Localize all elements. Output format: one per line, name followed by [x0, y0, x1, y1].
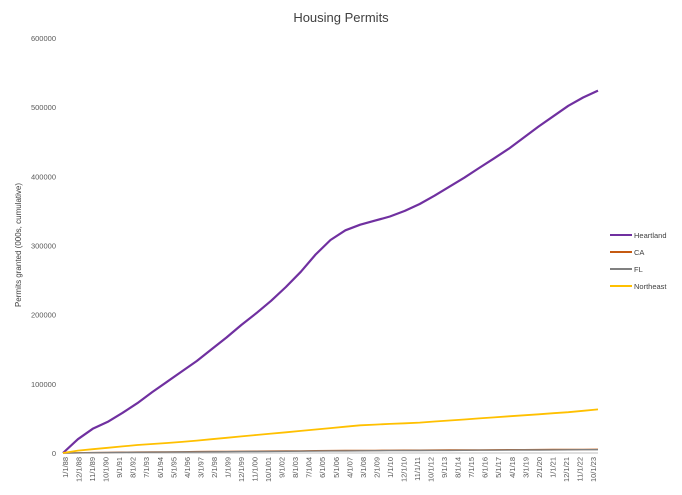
- series-line-northeast: [62, 408, 599, 454]
- legend-label-ca: CA: [634, 248, 644, 257]
- x-tick-label: 11/1/11: [413, 457, 422, 481]
- x-tick-label: 5/1/95: [169, 457, 178, 478]
- x-tick-label: 1/1/88: [61, 457, 70, 478]
- y-tick-label: 400000: [31, 172, 56, 181]
- x-tick-label: 12/1/88: [75, 457, 84, 482]
- x-tick-label: 12/1/21: [562, 457, 571, 482]
- y-tick-label: 300000: [31, 242, 56, 251]
- x-tick-label: 6/1/05: [318, 457, 327, 478]
- x-tick-label: 8/1/92: [129, 457, 138, 478]
- x-tick-label: 3/1/97: [196, 457, 205, 478]
- x-tick-label: 5/1/17: [494, 457, 503, 478]
- x-tick-label: 10/1/12: [427, 457, 436, 482]
- x-tick-label: 9/1/91: [115, 457, 124, 478]
- x-tick-label: 4/1/96: [183, 457, 192, 478]
- y-axis-ticks: 0 100000 200000 300000 400000 500000 600000: [31, 34, 56, 458]
- x-tick-label: 4/1/18: [508, 457, 517, 478]
- x-tick-label: 4/1/07: [345, 457, 354, 478]
- x-tick-label: 11/1/00: [251, 457, 260, 481]
- series-line-fl: [62, 449, 598, 454]
- x-tick-label: 8/1/14: [454, 457, 463, 478]
- x-tick-label: 8/1/03: [291, 457, 300, 478]
- y-tick-label: 600000: [31, 34, 56, 43]
- legend-label-fl: FL: [634, 265, 643, 274]
- chart-title: Housing Permits: [293, 10, 389, 25]
- x-tick-label: 10/1/90: [102, 457, 111, 482]
- x-tick-label: 1/1/99: [223, 457, 232, 478]
- series-lines: [62, 89, 599, 454]
- y-tick-label: 200000: [31, 311, 56, 320]
- y-tick-label: 500000: [31, 103, 56, 112]
- y-axis-label: Permits granted (000s, cumulative): [14, 183, 23, 307]
- x-tick-label: 9/1/02: [278, 457, 287, 478]
- y-tick-label: 0: [52, 449, 56, 458]
- x-axis-ticks: 1/1/88 12/1/88 11/1/89 10/1/90 9/1/91 8/1/92 7…: [61, 457, 598, 482]
- x-tick-label: 2/1/98: [210, 457, 219, 478]
- x-tick-label: 11/1/22: [575, 457, 584, 481]
- series-line-heartland: [62, 89, 599, 454]
- x-tick-label: 2/1/09: [372, 457, 381, 478]
- x-tick-label: 11/1/89: [88, 457, 97, 481]
- x-tick-label: 7/1/04: [305, 457, 314, 478]
- x-tick-label: 2/1/20: [535, 457, 544, 478]
- legend-label-heartland: Heartland: [634, 231, 667, 240]
- x-tick-label: 7/1/15: [467, 457, 476, 478]
- x-tick-label: 12/1/99: [237, 457, 246, 482]
- x-tick-label: 10/1/23: [589, 457, 598, 482]
- x-tick-label: 1/1/21: [548, 457, 557, 478]
- legend: Heartland CA FL Northeast: [610, 231, 667, 291]
- x-tick-label: 5/1/06: [332, 457, 341, 478]
- x-tick-label: 1/1/10: [386, 457, 395, 478]
- y-tick-label: 100000: [31, 380, 56, 389]
- x-tick-label: 7/1/93: [142, 457, 151, 478]
- x-tick-label: 3/1/19: [521, 457, 530, 478]
- x-tick-label: 12/1/10: [399, 457, 408, 482]
- x-tick-label: 6/1/94: [156, 457, 165, 478]
- legend-label-northeast: Northeast: [634, 282, 667, 291]
- x-tick-label: 9/1/13: [440, 457, 449, 478]
- x-tick-label: 10/1/01: [264, 457, 273, 482]
- x-tick-label: 3/1/08: [359, 457, 368, 478]
- x-tick-label: 6/1/16: [481, 457, 490, 478]
